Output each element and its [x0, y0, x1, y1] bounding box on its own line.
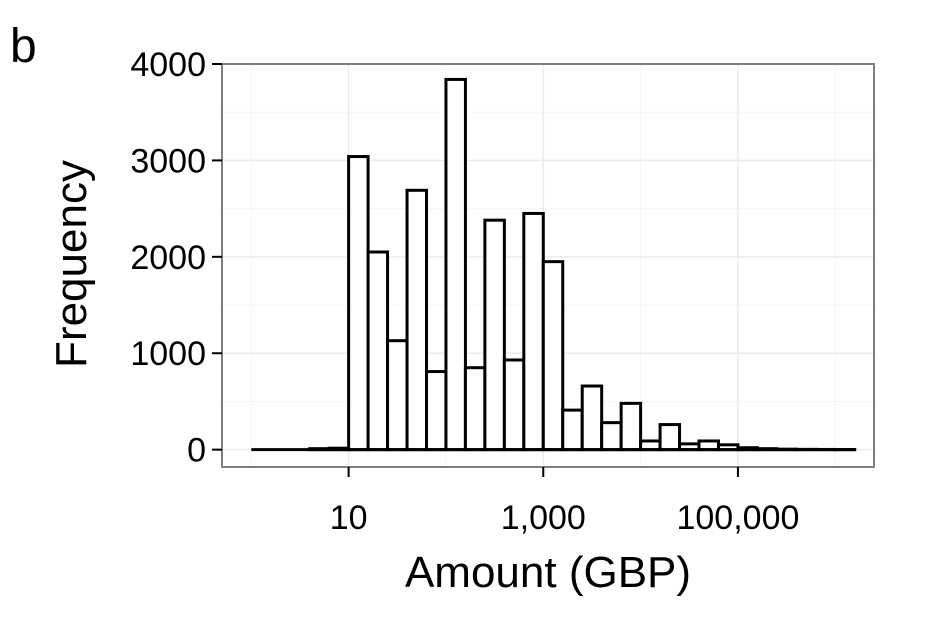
y-axis: 0 1000 2000 3000 4000: [130, 46, 222, 470]
histogram-bar: [582, 386, 601, 450]
histogram-bar: [485, 220, 504, 449]
y-axis-title: Frequency: [47, 160, 96, 368]
y-tick-label: 0: [187, 432, 206, 470]
histogram-bar: [543, 262, 562, 450]
y-tick-label: 1000: [130, 335, 206, 373]
x-axis-title: Amount (GBP): [405, 548, 691, 597]
histogram-bar: [407, 190, 426, 449]
histogram-bar: [660, 425, 679, 450]
histogram-bar: [446, 79, 465, 449]
x-axis: 10 1,000 100,000: [330, 467, 800, 537]
x-tick-label: 10: [330, 499, 368, 537]
y-tick-label: 3000: [130, 142, 206, 180]
x-tick-label: 1,000: [501, 499, 586, 537]
histogram-bar: [465, 368, 484, 450]
histogram-bar: [621, 403, 640, 449]
histogram-bar: [602, 423, 621, 450]
histogram-bar: [426, 372, 445, 450]
histogram-bar: [349, 157, 368, 450]
histogram-bar: [368, 252, 387, 450]
histogram-bar: [563, 410, 582, 450]
y-tick-label: 4000: [130, 46, 206, 84]
bars-layer: [251, 79, 854, 449]
histogram-bar: [524, 213, 543, 449]
panel-letter: b: [10, 20, 37, 73]
histogram-bar: [504, 360, 523, 450]
y-tick-label: 2000: [130, 239, 206, 277]
histogram-bar: [388, 341, 407, 450]
x-tick-label: 100,000: [676, 499, 799, 537]
